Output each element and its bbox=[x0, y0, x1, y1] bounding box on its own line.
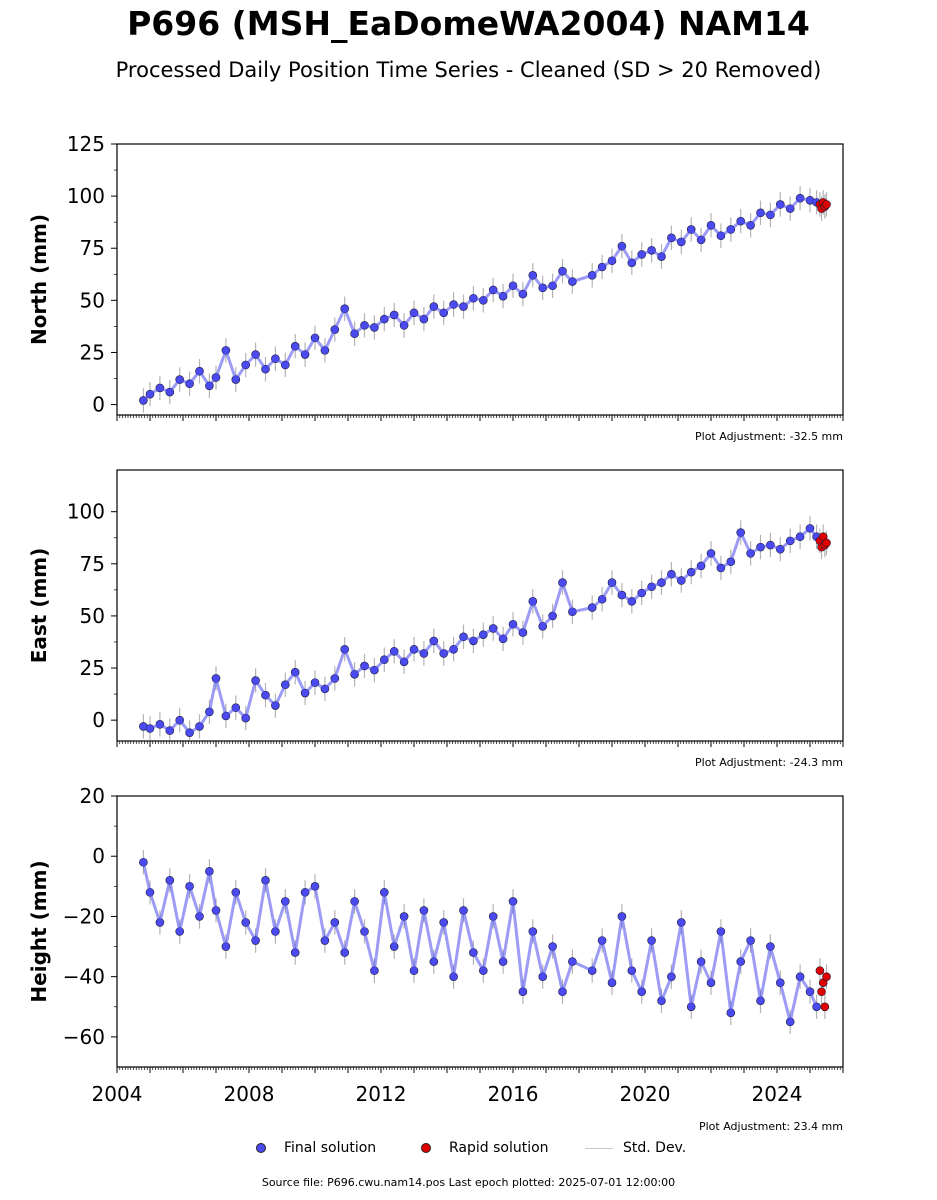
panel3-y-tick-label: −20 bbox=[63, 904, 105, 928]
panel1-rapid-point bbox=[822, 200, 831, 209]
panel2-plot-adjustment: Plot Adjustment: -24.3 mm bbox=[695, 756, 843, 769]
time-series-chart: 0 25 50 75 100 125 North (mm) Plot Adjustment: … bbox=[27, 132, 844, 1133]
panel1-y-tick-label: 100 bbox=[67, 184, 105, 208]
legend-final-label: Final solution bbox=[284, 1140, 377, 1156]
panel1-frame bbox=[116, 143, 844, 416]
panel1-y-tick-label: 25 bbox=[80, 340, 105, 364]
panel1-y-tick-label: 125 bbox=[67, 132, 105, 156]
panel3-final-trace bbox=[141, 861, 818, 1023]
panel3-rapid-point bbox=[815, 966, 825, 975]
panel3-y-tick-label: −40 bbox=[63, 965, 105, 989]
panel3-x-tick-label: 2020 bbox=[620, 1082, 671, 1106]
panel1-y-axis-label: North (mm) bbox=[27, 214, 51, 345]
panel3-x-tick-label: 2024 bbox=[752, 1082, 803, 1106]
source-footer: Source file: P696.cwu.nam14.pos Last epo… bbox=[261, 1176, 676, 1189]
panel1-y-tick-label: 50 bbox=[80, 288, 105, 312]
stddev-line-icon bbox=[585, 1147, 613, 1149]
panel3-rapid-point bbox=[817, 987, 826, 997]
final-marker-icon bbox=[256, 1143, 266, 1153]
panel1-final-trace bbox=[142, 196, 818, 402]
panel2-y-tick-label: 100 bbox=[67, 500, 105, 524]
panel3-x-tick-label: 2012 bbox=[356, 1082, 407, 1106]
legend-final: Final solution bbox=[256, 1137, 376, 1159]
panel3-rapid-point bbox=[822, 972, 831, 981]
panel3-y-tick-label: 0 bbox=[92, 844, 105, 868]
panel2-y-tick-label: 0 bbox=[92, 708, 105, 732]
panel2-y-tick-label: 50 bbox=[80, 604, 105, 628]
panel3-x-tick-label: 2008 bbox=[224, 1082, 275, 1106]
panel2-y-axis-label: East (mm) bbox=[27, 548, 51, 664]
panel1-plot-adjustment: Plot Adjustment: -32.5 mm bbox=[695, 430, 843, 443]
panel3-x-tick-label: 2016 bbox=[488, 1082, 539, 1106]
panel3-y-axis-label: Height (mm) bbox=[27, 860, 51, 1002]
legend-stddev-label: Std. Dev. bbox=[623, 1140, 687, 1156]
chart-title: P696 (MSH_EaDomeWA2004) NAM14 bbox=[127, 4, 810, 43]
panel3-y-tick-label: −60 bbox=[63, 1025, 105, 1049]
panel3-rapid-point bbox=[820, 1002, 830, 1012]
panel2-frame bbox=[116, 469, 844, 742]
panel1-y-tick-label: 0 bbox=[92, 393, 105, 417]
panel2-y-tick-label: 75 bbox=[80, 552, 105, 576]
rapid-marker-icon bbox=[421, 1143, 431, 1153]
panel3-y-tick-label: 20 bbox=[80, 784, 105, 808]
panel2-rapid-point bbox=[822, 538, 831, 548]
panel2-y-tick-label: 25 bbox=[80, 656, 105, 680]
legend-rapid-label: Rapid solution bbox=[449, 1140, 549, 1156]
legend-rapid: Rapid solution bbox=[421, 1137, 549, 1159]
panel3-plot-adjustment: Plot Adjustment: 23.4 mm bbox=[699, 1120, 843, 1133]
panel3-x-tick-label: 2004 bbox=[92, 1082, 143, 1106]
legend-stddev: Std. Dev. bbox=[585, 1137, 686, 1159]
legend: Final solution Rapid solution Std. Dev. bbox=[0, 1137, 937, 1159]
panel1-y-tick-label: 75 bbox=[80, 236, 105, 260]
panel3-frame bbox=[116, 795, 844, 1068]
chart-subtitle: Processed Daily Position Time Series - C… bbox=[115, 58, 822, 82]
panel2-final-trace bbox=[142, 526, 818, 735]
